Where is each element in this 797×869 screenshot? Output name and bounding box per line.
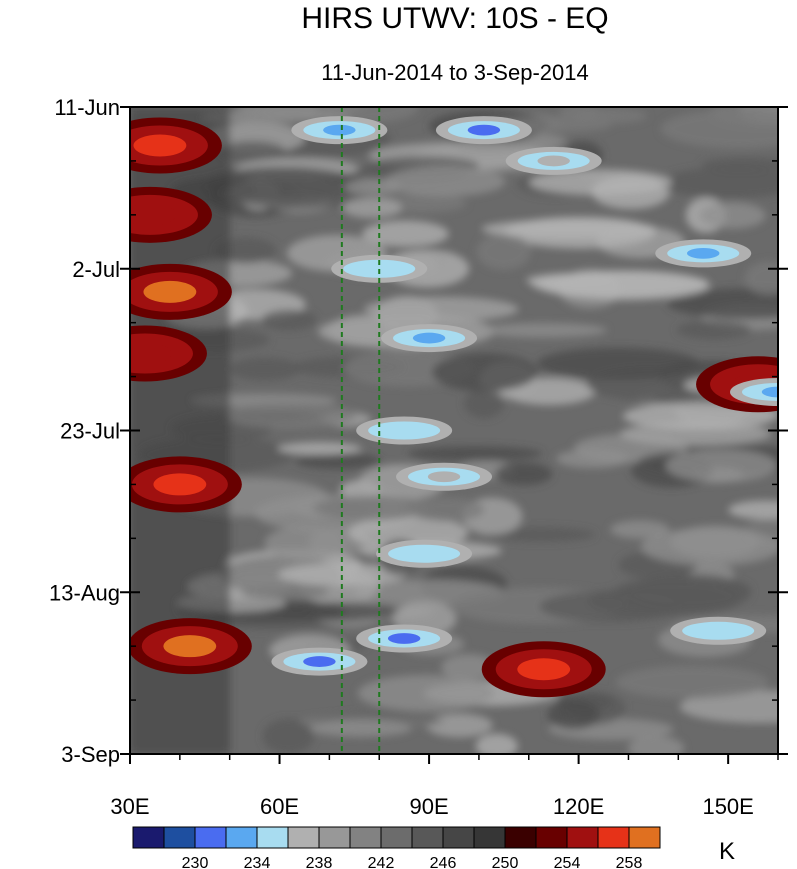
- contour-feature-6: [481, 641, 606, 698]
- contour-feature-4: [130, 456, 242, 513]
- x-tick-label-1: 60E: [260, 794, 299, 819]
- colorbar-swatch-13: [535, 826, 568, 849]
- colorbar-swatch-14: [566, 826, 599, 849]
- contour-feature-8: [291, 116, 388, 145]
- contour-feature-9: [435, 116, 532, 145]
- y-tick-label-2: 23-Jul: [60, 419, 120, 444]
- colorbar-swatch-10: [442, 826, 475, 849]
- contour-feature-15: [356, 416, 453, 445]
- contour-feature-18: [356, 624, 453, 653]
- chart-title: HIRS UTWV: 10S - EQ: [301, 2, 608, 35]
- y-axis: 11-Jun 2-Jul 23-Jul 13-Aug 3-Sep: [49, 95, 788, 767]
- colorbar-swatch-7: [349, 826, 382, 849]
- x-axis: 30E 60E 90E 120E 150E: [110, 754, 779, 819]
- contour-feature-12: [331, 254, 428, 283]
- colorbar-units: K: [719, 838, 735, 865]
- contour-feature-10: [505, 146, 602, 175]
- x-tick-label-4: 150E: [702, 794, 753, 819]
- colorbar-swatch-11: [473, 826, 506, 849]
- colorbar-tick-label-0: 230: [182, 855, 209, 869]
- colorbar-tick-label-1: 234: [244, 855, 271, 869]
- x-tick-label-2: 90E: [409, 794, 448, 819]
- colorbar-swatch-4: [256, 826, 289, 849]
- chart-subtitle: 11-Jun-2014 to 3-Sep-2014: [321, 60, 588, 85]
- contour-feature-16: [396, 462, 493, 491]
- contour-feature-5: [130, 618, 252, 675]
- colorbar-swatch-16: [628, 826, 661, 849]
- x-tick-label-0: 30E: [110, 794, 149, 819]
- colorbar-swatch-6: [318, 826, 351, 849]
- contour-feature-17: [376, 539, 473, 568]
- colorbar-swatch-2: [194, 826, 227, 849]
- colorbar-swatch-5: [287, 826, 320, 849]
- colorbar-swatch-1: [163, 826, 196, 849]
- colorbar-swatch-3: [225, 826, 258, 849]
- colorbar-swatch-15: [597, 826, 630, 849]
- colorbar-swatch-12: [504, 826, 537, 849]
- colorbar-swatch-0: [132, 826, 165, 849]
- contour-feature-20: [670, 616, 767, 645]
- contour-feature-14: [730, 377, 778, 406]
- colorbar-tick-label-2: 238: [306, 855, 333, 869]
- plot-area: [130, 107, 778, 754]
- colorbar-tick-label-3: 242: [368, 855, 395, 869]
- colorbar-tick-label-4: 246: [430, 855, 457, 869]
- y-tick-label-3: 13-Aug: [49, 580, 120, 605]
- colorbar-tick-label-5: 250: [492, 855, 519, 869]
- colorbar-tick-label-6: 254: [554, 855, 581, 869]
- contour-feature-13: [381, 324, 478, 353]
- contour-feature-3: [130, 325, 207, 382]
- contour-feature-2: [130, 263, 232, 320]
- y-tick-label-0: 11-Jun: [54, 95, 120, 120]
- y-tick-label-4: 3-Sep: [61, 742, 120, 767]
- contour-feature-1: [130, 186, 212, 243]
- y-tick-label-1: 2-Jul: [72, 257, 120, 282]
- x-tick-label-3: 120E: [553, 794, 604, 819]
- colorbar-swatch-8: [380, 826, 413, 849]
- contour-feature-19: [271, 647, 368, 676]
- colorbar-tick-label-7: 258: [616, 855, 643, 869]
- colorbar-swatch-9: [411, 826, 444, 849]
- colorbar: 230 234 238 242 246 250 254 258: [132, 826, 661, 869]
- contour-feature-0: [130, 117, 222, 174]
- contour-field: [130, 107, 778, 754]
- contour-feature-11: [655, 239, 752, 268]
